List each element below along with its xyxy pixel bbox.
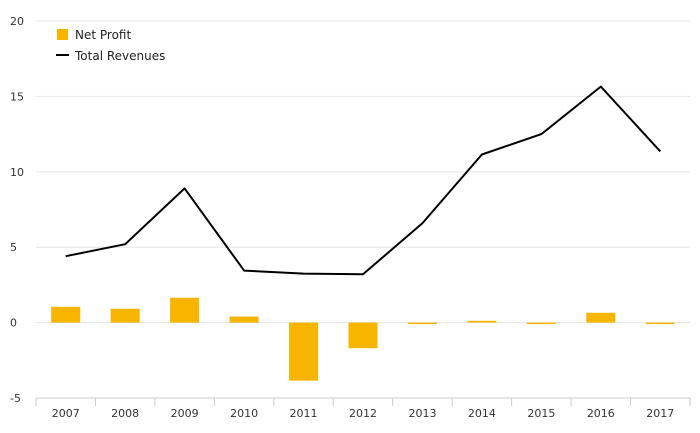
y-axis: -5 0 5 10 15 20	[10, 15, 24, 405]
y-tick-label: -5	[10, 392, 21, 405]
y-tick-label: 20	[10, 15, 24, 28]
bar	[467, 320, 497, 323]
x-tick-label: 2009	[171, 407, 199, 420]
y-tick-label: 0	[10, 317, 17, 330]
x-tick-label: 2007	[52, 407, 80, 420]
grid-lines	[36, 20, 690, 324]
bar-series	[51, 297, 675, 381]
bar	[526, 322, 556, 325]
x-tick-label: 2013	[408, 407, 436, 420]
bar	[51, 306, 81, 323]
bar	[645, 322, 675, 325]
x-tick-label: 2014	[468, 407, 496, 420]
bar	[586, 312, 616, 323]
bar	[289, 322, 319, 381]
bar	[407, 322, 437, 325]
x-tick-label: 2011	[290, 407, 318, 420]
y-tick-label: 10	[10, 166, 24, 179]
legend-label-total-revenues: Total Revenues	[74, 49, 165, 63]
bar	[348, 322, 378, 349]
x-tick-label: 2016	[587, 407, 615, 420]
legend-swatch-net-profit	[57, 29, 68, 40]
bar	[229, 316, 259, 323]
x-tick-label: 2015	[527, 407, 555, 420]
x-tick-label: 2012	[349, 407, 377, 420]
x-tick-label: 2017	[646, 407, 674, 420]
legend: Net Profit Total Revenues	[56, 28, 165, 63]
x-tick-label: 2008	[111, 407, 139, 420]
bar	[110, 308, 140, 323]
x-axis: 2007 2008 2009 2010 2011 2012 2013 2014 2015 2016…	[35, 397, 691, 420]
bar	[170, 297, 200, 323]
legend-label-net-profit: Net Profit	[75, 28, 131, 42]
line-series	[65, 85, 662, 276]
y-tick-label: 15	[10, 90, 24, 103]
revenue-line	[65, 85, 662, 276]
y-tick-label: 5	[10, 241, 17, 254]
x-tick-label: 2010	[230, 407, 258, 420]
